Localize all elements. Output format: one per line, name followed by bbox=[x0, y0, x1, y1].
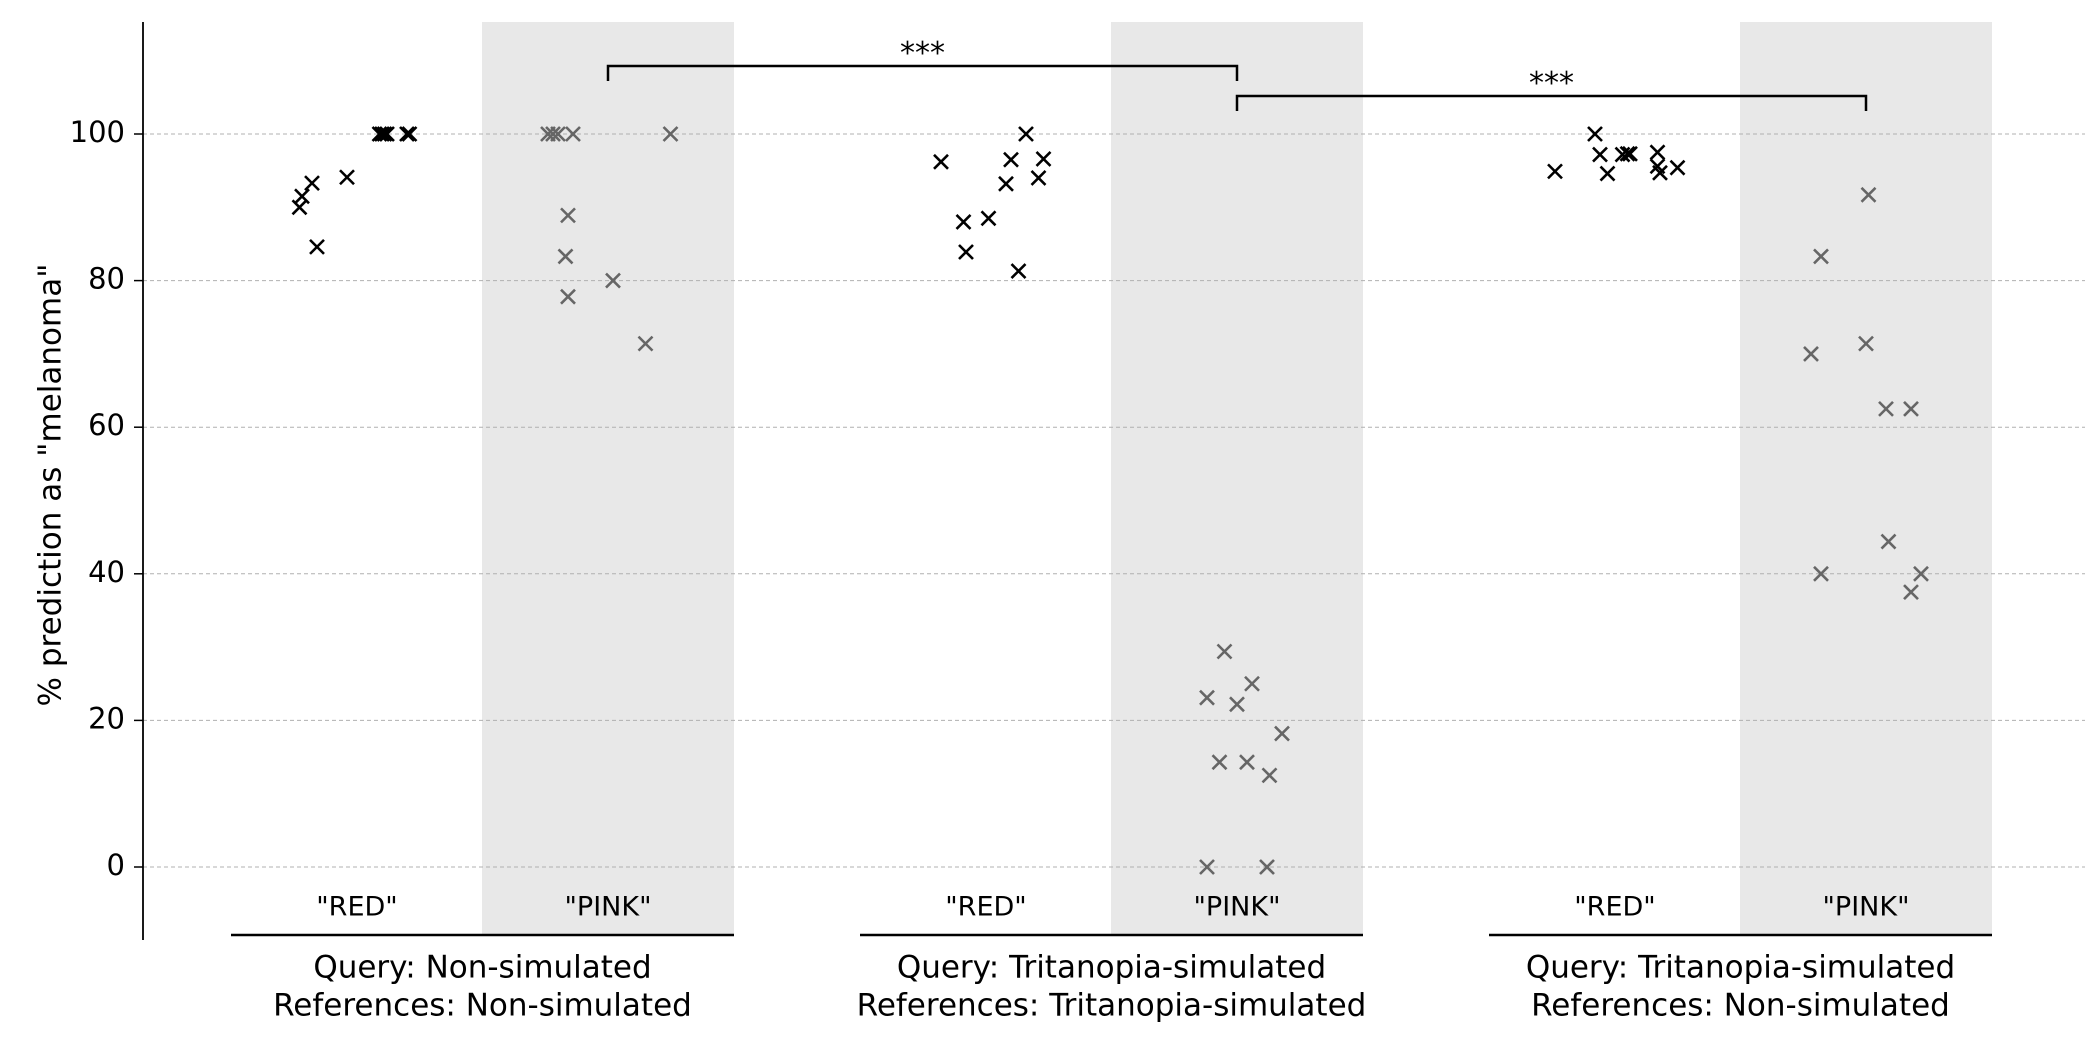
data-point bbox=[1669, 159, 1686, 176]
data-point bbox=[1003, 151, 1019, 168]
group-label-line2-2: References: Tritanopia-simulated bbox=[857, 988, 1367, 1024]
data-point bbox=[1619, 145, 1636, 162]
y-tick-label-80: 80 bbox=[88, 262, 125, 296]
data-point bbox=[1199, 859, 1215, 875]
data-point bbox=[309, 238, 325, 255]
data-point bbox=[1652, 164, 1668, 181]
pink-band-2 bbox=[1111, 22, 1363, 935]
data-point bbox=[1587, 126, 1603, 142]
data-point bbox=[304, 175, 320, 192]
data-point bbox=[376, 126, 393, 142]
pink-bands bbox=[482, 22, 1992, 935]
data-point bbox=[1858, 335, 1874, 352]
pink-band-3 bbox=[1740, 22, 1992, 935]
significance-label-1: *** bbox=[900, 36, 945, 71]
data-point bbox=[565, 126, 581, 142]
data-point bbox=[958, 244, 974, 260]
data-point bbox=[1274, 725, 1290, 742]
data-point bbox=[1018, 126, 1034, 142]
group-label-line2-3: References: Non-simulated bbox=[1531, 988, 1950, 1024]
data-point bbox=[1261, 767, 1278, 784]
data-points bbox=[291, 126, 1929, 875]
data-point bbox=[1913, 565, 1929, 582]
group-label-line1-2: Query: Tritanopia-simulated bbox=[897, 950, 1326, 986]
data-point bbox=[1229, 696, 1245, 713]
data-point bbox=[1010, 263, 1027, 279]
data-point bbox=[1547, 163, 1563, 180]
data-point bbox=[1239, 754, 1255, 771]
data-point bbox=[1592, 146, 1608, 163]
data-point bbox=[557, 248, 574, 265]
data-point bbox=[1903, 584, 1919, 601]
data-point bbox=[1649, 144, 1666, 161]
data-point bbox=[1216, 643, 1233, 660]
labels: % prediction as "melanoma" "RED" "PINK" "R… bbox=[33, 264, 1956, 1024]
data-point bbox=[550, 126, 566, 142]
data-point bbox=[933, 153, 949, 170]
data-point bbox=[1599, 165, 1616, 182]
data-point bbox=[399, 126, 415, 142]
category-label-3: "RED" bbox=[945, 892, 1026, 923]
data-point bbox=[339, 169, 355, 186]
group-label-line1-1: Query: Non-simulated bbox=[313, 950, 651, 986]
data-point bbox=[637, 335, 654, 352]
data-point bbox=[1878, 400, 1894, 417]
data-point bbox=[1035, 151, 1052, 167]
significance-bracket-2 bbox=[1235, 94, 1868, 111]
category-label-1: "RED" bbox=[316, 892, 397, 923]
y-tick-label-60: 60 bbox=[88, 408, 125, 442]
data-point bbox=[560, 288, 576, 305]
pink-band-1 bbox=[482, 22, 734, 935]
data-point bbox=[605, 272, 621, 289]
category-label-2: "PINK" bbox=[565, 892, 652, 923]
data-point bbox=[1880, 533, 1897, 550]
data-point bbox=[1211, 754, 1228, 771]
data-point bbox=[401, 126, 418, 142]
data-point bbox=[294, 188, 310, 205]
data-point bbox=[955, 214, 972, 230]
y-tick-label-100: 100 bbox=[70, 115, 125, 149]
y-tick-label-20: 20 bbox=[88, 701, 125, 735]
data-point bbox=[1813, 248, 1829, 265]
significance-brackets: *** *** bbox=[606, 36, 1868, 111]
group-label-line1-3: Query: Tritanopia-simulated bbox=[1526, 950, 1955, 986]
y-tick-label-0: 0 bbox=[107, 848, 125, 882]
data-point bbox=[1803, 345, 1819, 362]
y-axis-label: % prediction as "melanoma" bbox=[33, 264, 69, 707]
data-point bbox=[1199, 689, 1215, 706]
category-label-5: "RED" bbox=[1574, 892, 1655, 923]
data-point bbox=[1030, 170, 1047, 186]
data-point bbox=[545, 126, 561, 142]
data-point bbox=[374, 126, 390, 142]
gridlines bbox=[143, 133, 2085, 868]
category-label-4: "PINK" bbox=[1194, 892, 1281, 923]
significance-bracket-1 bbox=[606, 64, 1239, 81]
axes: 0 20 40 60 80 100 bbox=[70, 22, 1992, 940]
data-point bbox=[560, 207, 576, 224]
data-point bbox=[1244, 675, 1260, 692]
group-label-line2-1: References: Non-simulated bbox=[273, 988, 692, 1024]
data-point bbox=[998, 175, 1014, 192]
y-tick-label-40: 40 bbox=[88, 555, 125, 589]
data-point bbox=[1903, 400, 1919, 417]
data-point bbox=[1622, 145, 1638, 162]
data-point bbox=[1860, 186, 1877, 203]
data-point bbox=[379, 126, 395, 142]
significance-label-2: *** bbox=[1529, 66, 1574, 101]
category-label-6: "PINK" bbox=[1823, 892, 1910, 923]
data-point bbox=[980, 210, 997, 227]
data-point bbox=[1259, 859, 1275, 875]
data-point bbox=[662, 126, 679, 142]
data-point bbox=[1813, 565, 1829, 582]
